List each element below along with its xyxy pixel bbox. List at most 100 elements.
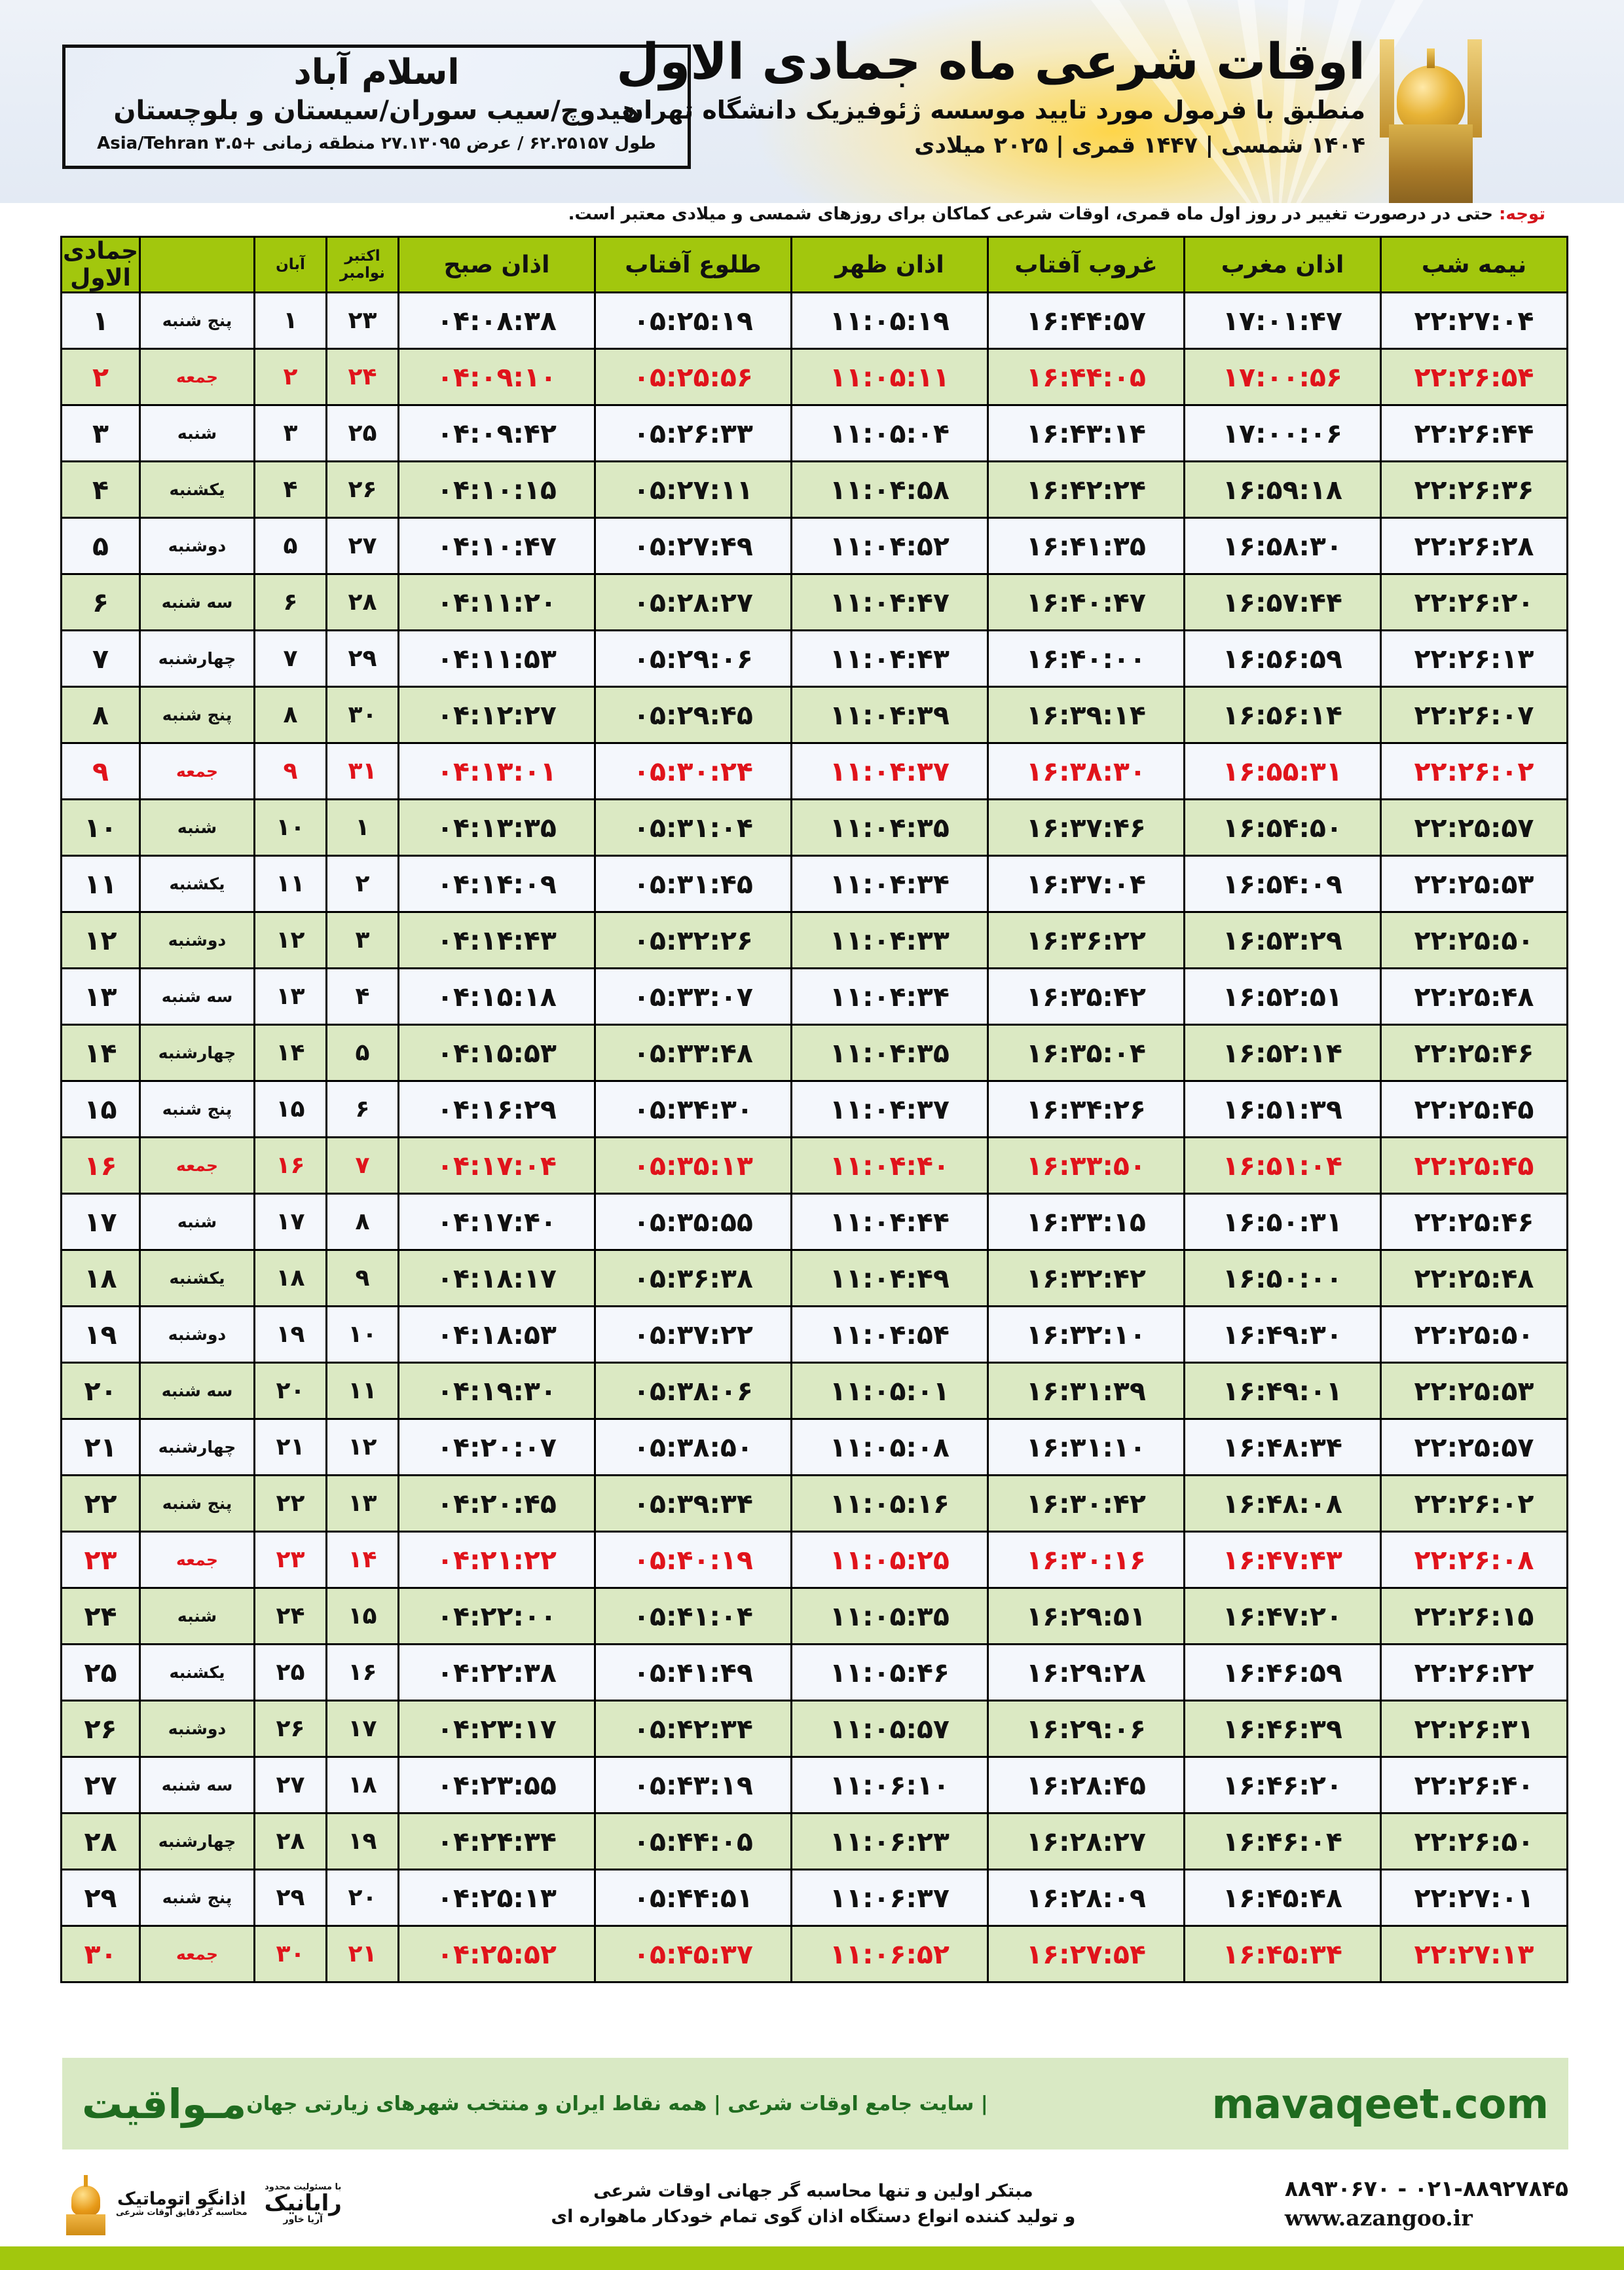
cell-sunrise: ۰۵:۳۱:۴۵ [594,855,792,913]
cell-weekday: یکشنبه [139,1643,255,1702]
cell-sunset: ۱۶:۲۸:۴۵ [987,1756,1185,1814]
cell-hijri-day: ۲۸ [60,1812,141,1870]
cell-maghrib: ۱۷:۰۰:۰۶ [1183,404,1382,462]
cell-dhuhr: ۱۱:۰۴:۳۹ [790,686,989,744]
cell-maghrib: ۱۶:۵۱:۰۴ [1183,1136,1382,1195]
cell-weekday: پنج شنبه [139,686,255,744]
cell-sunrise: ۰۵:۴۱:۰۴ [594,1587,792,1645]
cell-maghrib: ۱۶:۵۴:۵۰ [1183,798,1382,857]
cell-sunset: ۱۶:۳۵:۴۲ [987,967,1185,1026]
cell-sunrise: ۰۵:۲۵:۱۹ [594,291,792,350]
cell-fajr: ۰۴:۱۷:۰۴ [397,1136,596,1195]
cell-aban-day: ۴ [253,460,327,519]
cell-aban-day: ۱۲ [253,911,327,969]
cell-weekday: شنبه [139,404,255,462]
cell-aban-day: ۲۶ [253,1700,327,1758]
cell-sunset: ۱۶:۳۹:۱۴ [987,686,1185,744]
cell-midnight: ۲۲:۲۶:۴۴ [1380,404,1568,462]
cell-midnight: ۲۲:۲۵:۴۸ [1380,967,1568,1026]
cell-weekday: شنبه [139,798,255,857]
cell-midnight: ۲۲:۲۶:۳۶ [1380,460,1568,519]
table-row: ۲۲:۲۷:۱۳ ۱۶:۴۵:۳۴ ۱۶:۲۷:۵۴ ۱۱:۰۶:۵۲ ۰۵:۴۵:۳۷… [60,1925,1568,1983]
cell-maghrib: ۱۷:۰۰:۵۶ [1183,348,1382,406]
cell-gregorian-day: ۵ [325,1024,399,1082]
cell-sunrise: ۰۵:۴۳:۱۹ [594,1756,792,1814]
cell-maghrib: ۱۶:۴۵:۴۸ [1183,1869,1382,1927]
cell-aban-day: ۲۲ [253,1474,327,1533]
cell-sunrise: ۰۵:۳۲:۲۶ [594,911,792,969]
cell-dhuhr: ۱۱:۰۴:۵۲ [790,517,989,575]
col-header-gregorian: اکتبر نوامبر [325,236,399,293]
cell-sunset: ۱۶:۳۰:۱۶ [987,1531,1185,1589]
contact-website[interactable]: www.azangoo.ir [1284,2205,1473,2231]
cell-weekday: جمعه [139,348,255,406]
brand-website[interactable]: mavaqeet.com [1211,2079,1549,2128]
cell-sunrise: ۰۵:۲۸:۲۷ [594,573,792,631]
note-tag: توجه: [1499,204,1545,224]
cell-sunset: ۱۶:۳۷:۴۶ [987,798,1185,857]
cell-dhuhr: ۱۱:۰۶:۳۷ [790,1869,989,1927]
table-row: ۲۲:۲۵:۵۷ ۱۶:۵۴:۵۰ ۱۶:۳۷:۴۶ ۱۱:۰۴:۳۵ ۰۵:۳۱:۰۴… [60,798,1568,857]
cell-gregorian-day: ۲۰ [325,1869,399,1927]
cell-midnight: ۲۲:۲۶:۴۰ [1380,1756,1568,1814]
cell-fajr: ۰۴:۱۵:۱۸ [397,967,596,1026]
cell-midnight: ۲۲:۲۵:۴۸ [1380,1249,1568,1307]
cell-midnight: ۲۲:۲۶:۰۲ [1380,742,1568,800]
cell-weekday: شنبه [139,1193,255,1251]
title-block: اوقات شرعی ماه جمادی الاول منطبق با فرمو… [252,34,1366,158]
cell-fajr: ۰۴:۰۹:۴۲ [397,404,596,462]
cell-maghrib: ۱۶:۵۱:۳۹ [1183,1080,1382,1138]
cell-midnight: ۲۲:۲۶:۳۱ [1380,1700,1568,1758]
table-row: ۲۲:۲۶:۳۶ ۱۶:۵۹:۱۸ ۱۶:۴۲:۲۴ ۱۱:۰۴:۵۸ ۰۵:۲۷:۱۱… [60,460,1568,519]
cell-maghrib: ۱۶:۵۷:۴۴ [1183,573,1382,631]
cell-dhuhr: ۱۱:۰۴:۴۳ [790,629,989,688]
cell-aban-day: ۲۹ [253,1869,327,1927]
cell-hijri-day: ۱۸ [60,1249,141,1307]
cell-sunrise: ۰۵:۳۷:۲۲ [594,1305,792,1364]
gregorian-month-top: اکتبر [344,247,380,265]
cell-gregorian-day: ۴ [325,967,399,1026]
cell-sunrise: ۰۵:۴۰:۱۹ [594,1531,792,1589]
cell-sunset: ۱۶:۳۵:۰۴ [987,1024,1185,1082]
cell-gregorian-day: ۱۷ [325,1700,399,1758]
location-coordinates: طول ۶۲.۲۵۱۵۷ / عرض ۲۷.۱۳۰۹۵ منطقه زمانی … [97,133,656,153]
cell-hijri-day: ۲۲ [60,1474,141,1533]
location-name: اسلام آباد [293,52,460,92]
sun-rays-decoration [1091,0,1424,203]
mosque-icon [62,2172,109,2235]
cell-fajr: ۰۴:۱۵:۵۳ [397,1024,596,1082]
cell-weekday: جمعه [139,1531,255,1589]
cell-fajr: ۰۴:۱۰:۴۷ [397,517,596,575]
table-row: ۲۲:۲۶:۴۰ ۱۶:۴۶:۲۰ ۱۶:۲۸:۴۵ ۱۱:۰۶:۱۰ ۰۵:۴۳:۱۹… [60,1756,1568,1814]
cell-sunset: ۱۶:۳۰:۴۲ [987,1474,1185,1533]
cell-gregorian-day: ۲۱ [325,1925,399,1983]
cell-maghrib: ۱۶:۵۶:۱۴ [1183,686,1382,744]
cell-sunset: ۱۶:۴۲:۲۴ [987,460,1185,519]
cell-dhuhr: ۱۱:۰۴:۳۷ [790,1080,989,1138]
cell-midnight: ۲۲:۲۶:۲۲ [1380,1643,1568,1702]
cell-midnight: ۲۲:۲۶:۲۸ [1380,517,1568,575]
table-row: ۲۲:۲۵:۴۸ ۱۶:۵۰:۰۰ ۱۶:۳۲:۴۲ ۱۱:۰۴:۴۹ ۰۵:۳۶:۳۸… [60,1249,1568,1307]
cell-sunrise: ۰۵:۴۲:۳۴ [594,1700,792,1758]
cell-dhuhr: ۱۱:۰۵:۲۵ [790,1531,989,1589]
cell-hijri-day: ۱۹ [60,1305,141,1364]
col-header-sunset: غروب آفتاب [987,236,1185,293]
table-row: ۲۲:۲۵:۵۷ ۱۶:۴۸:۳۴ ۱۶:۳۱:۱۰ ۱۱:۰۵:۰۸ ۰۵:۳۸:۵۰… [60,1418,1568,1476]
cell-aban-day: ۱۹ [253,1305,327,1364]
cell-fajr: ۰۴:۲۱:۲۲ [397,1531,596,1589]
cell-fajr: ۰۴:۲۰:۴۵ [397,1474,596,1533]
cell-sunset: ۱۶:۳۱:۳۹ [987,1362,1185,1420]
cell-sunrise: ۰۵:۳۳:۴۸ [594,1024,792,1082]
cell-gregorian-day: ۱۹ [325,1812,399,1870]
cell-sunset: ۱۶:۳۴:۲۶ [987,1080,1185,1138]
cell-weekday: دوشنبه [139,911,255,969]
cell-hijri-day: ۱۱ [60,855,141,913]
cell-dhuhr: ۱۱:۰۴:۴۷ [790,573,989,631]
cell-sunrise: ۰۵:۴۴:۰۵ [594,1812,792,1870]
cell-sunset: ۱۶:۴۴:۰۵ [987,348,1185,406]
table-row: ۲۲:۲۵:۴۶ ۱۶:۵۰:۳۱ ۱۶:۳۳:۱۵ ۱۱:۰۴:۴۴ ۰۵:۳۵:۵۵… [60,1193,1568,1251]
cell-weekday: سه شنبه [139,573,255,631]
cell-dhuhr: ۱۱:۰۴:۵۸ [790,460,989,519]
cell-sunrise: ۰۵:۲۹:۰۶ [594,629,792,688]
cell-gregorian-day: ۳۰ [325,686,399,744]
